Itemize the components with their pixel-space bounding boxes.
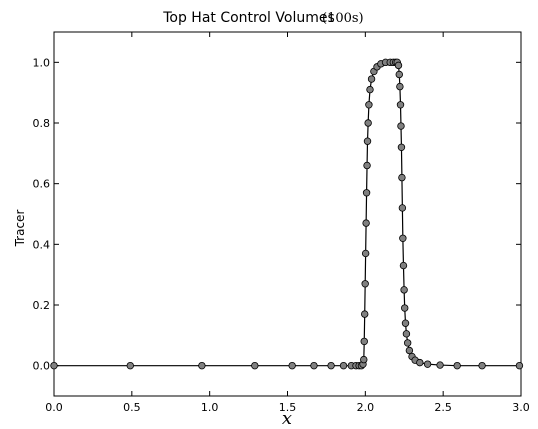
plot-frame [53, 31, 522, 397]
data-point [396, 101, 405, 109]
x-tick-label: 0.5 [123, 401, 141, 414]
data-point [436, 361, 444, 369]
data-point [362, 189, 371, 197]
series-line [54, 61, 520, 367]
x-tick-label: 3.0 [512, 401, 530, 414]
data-point [360, 337, 368, 346]
data-point [398, 204, 407, 212]
data-point [398, 173, 406, 182]
data-point [363, 137, 372, 145]
chart-title: Top Hat Control Volumes [162, 10, 335, 26]
data-point [400, 286, 408, 294]
data-point [394, 61, 403, 70]
data-point [310, 361, 318, 370]
data-point [327, 361, 335, 370]
y-tick-label: 1.0 [33, 56, 51, 69]
data-point [126, 361, 134, 370]
data-point [363, 161, 371, 170]
data-point [405, 346, 414, 355]
data-point [361, 310, 369, 318]
data-point [339, 361, 348, 370]
data-point [50, 361, 58, 370]
data-point [365, 101, 373, 109]
x-tick-label: 1.5 [279, 401, 297, 414]
x-axis-label: x [282, 408, 292, 429]
data-point [288, 361, 296, 370]
data-point [361, 249, 370, 258]
data-point [364, 119, 372, 127]
data-point [361, 280, 369, 288]
y-tick-label: 0.4 [33, 238, 51, 251]
data-point [360, 355, 368, 364]
data-point [362, 219, 370, 227]
data-point [367, 75, 376, 83]
data-point [397, 122, 405, 130]
data-point [198, 361, 206, 370]
data-point [403, 339, 412, 347]
x-tick-label: 0.0 [45, 401, 63, 414]
data-point [401, 304, 409, 312]
chart-title-unit: (100s) [322, 11, 364, 26]
data-point [453, 361, 461, 370]
x-tick-label: 1.0 [201, 401, 219, 414]
data-point [366, 85, 374, 94]
data-point [399, 261, 408, 270]
x-tick-label: 2.5 [434, 401, 452, 414]
data-point [416, 358, 424, 367]
x-tick-label: 2.0 [357, 401, 375, 414]
data-point [402, 330, 411, 338]
data-point [515, 361, 524, 370]
y-tick-label: 0.8 [33, 117, 51, 130]
data-point [423, 360, 432, 368]
data-point [396, 82, 404, 91]
plot-area: 0.0 0.5 1.0 1.5 2.0 2.5 3.0 0.0 0.2 0.4 0.6 0.8 1.0 [33, 31, 530, 414]
y-tick-label: 0.2 [33, 299, 51, 312]
data-point [478, 361, 486, 370]
y-tick-label: 0.0 [33, 360, 51, 373]
data-point [397, 143, 406, 151]
data-point [401, 319, 410, 327]
data-point [395, 70, 403, 79]
y-axis-label: Tracer [13, 210, 27, 248]
data-point [399, 234, 407, 242]
y-tick-label: 0.6 [33, 178, 51, 191]
data-point [251, 361, 259, 370]
